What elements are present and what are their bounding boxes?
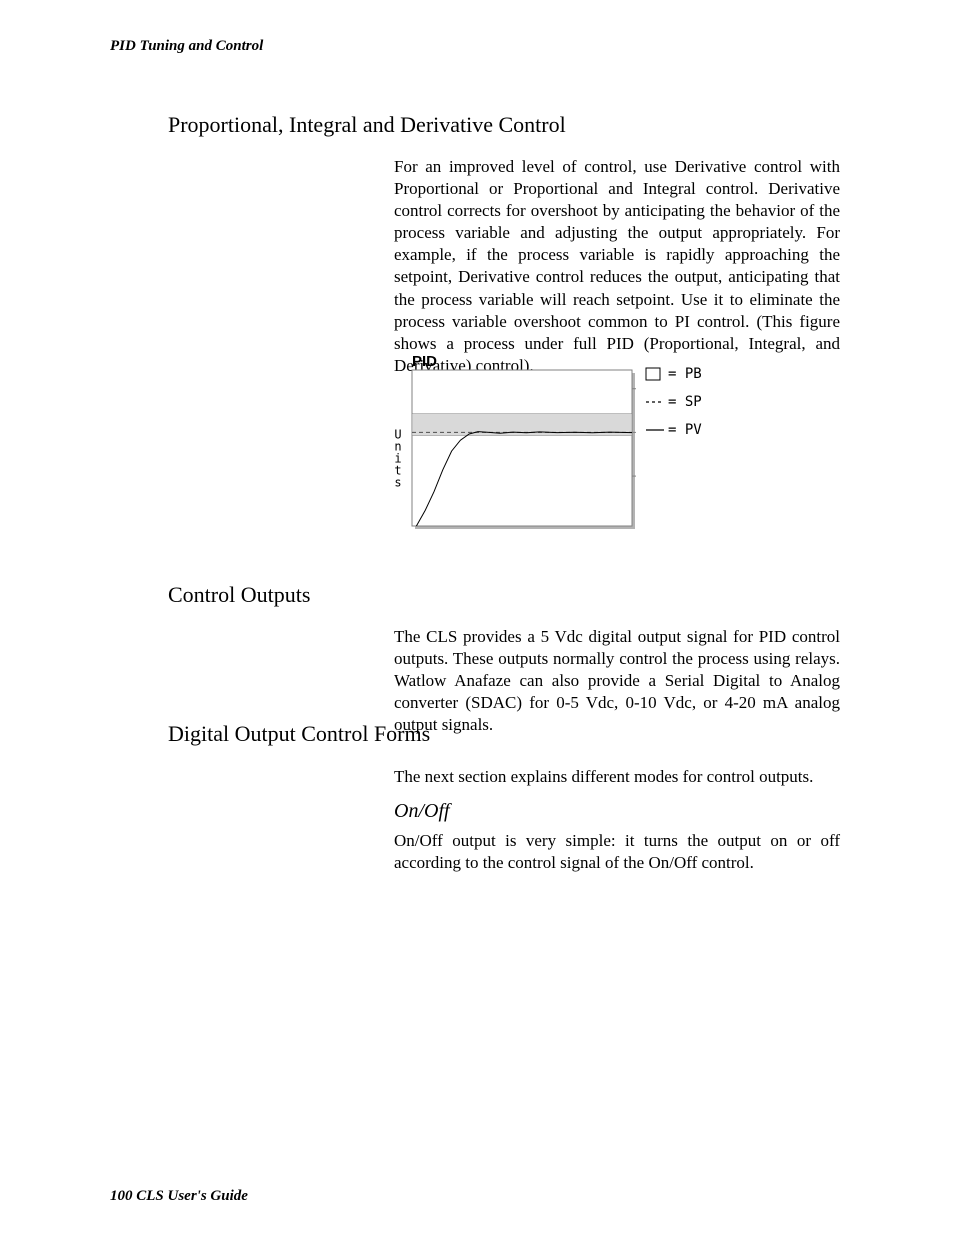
body-digital-intro: The next section explains different mode… (394, 766, 840, 788)
heading-digital-out: Digital Output Control Forms (168, 721, 430, 747)
body-pid: For an improved level of control, use De… (394, 156, 840, 377)
svg-text:s: s (394, 476, 401, 490)
svg-text:= PV: = PV (668, 422, 702, 438)
svg-text:= SP: = SP (668, 394, 702, 410)
running-head: PID Tuning and Control (110, 38, 263, 55)
pid-chart: PIDUnits= PB= SP= PV (394, 352, 714, 547)
heading-onoff: On/Off (394, 800, 450, 823)
page-footer: 100 CLS User's Guide (110, 1188, 248, 1205)
page: PID Tuning and Control Proportional, Int… (0, 0, 954, 1235)
body-control-outputs: The CLS provides a 5 Vdc digital output … (394, 626, 840, 736)
svg-text:= PB: = PB (668, 366, 702, 382)
pid-chart-svg: PIDUnits= PB= SP= PV (394, 352, 714, 542)
heading-control-outputs: Control Outputs (168, 582, 310, 608)
svg-text:PID: PID (412, 353, 437, 370)
body-onoff: On/Off output is very simple: it turns t… (394, 830, 840, 874)
heading-pid: Proportional, Integral and Derivative Co… (168, 112, 566, 138)
